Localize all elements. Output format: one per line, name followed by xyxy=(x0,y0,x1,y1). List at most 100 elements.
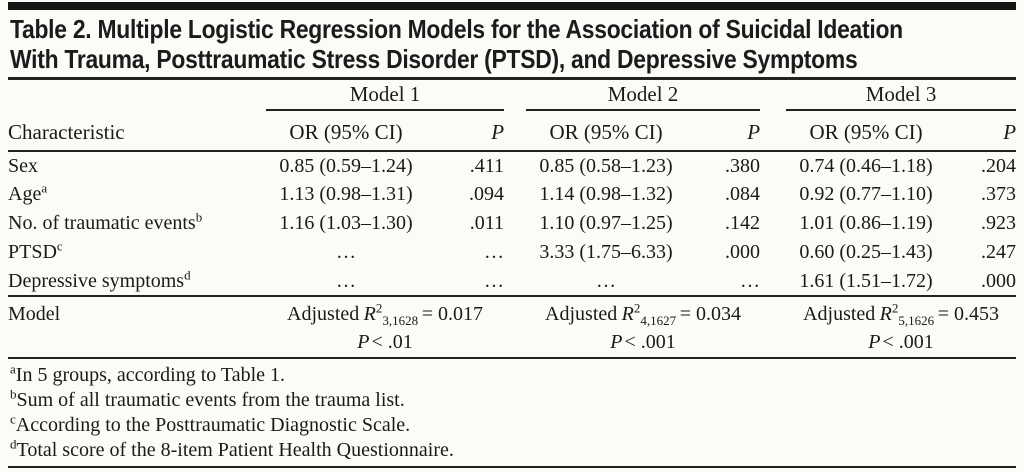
footnote-text: In 5 groups, according to Table 1. xyxy=(15,364,286,386)
group-gap xyxy=(760,238,786,267)
ptsd-m3-or-value: 0.60 (0.25–1.43) xyxy=(799,241,933,263)
row-label: No. of traumatic eventsb xyxy=(8,209,203,234)
footnote-ref: c xyxy=(56,238,63,254)
footnote-text: Total score of the 8-item Patient Health… xyxy=(16,439,454,461)
m3-or-ci-header: OR (95% CI) xyxy=(786,110,947,152)
row-label: Agea xyxy=(8,180,48,205)
group-gap xyxy=(504,180,526,209)
depressive-m3-or-value: 1.61 (1.51–1.72) xyxy=(786,267,947,297)
footnote-ref: a xyxy=(41,180,48,196)
depressive-m1-p-value: … xyxy=(426,267,505,297)
model-header-spacer xyxy=(8,80,266,110)
group-gap xyxy=(504,296,527,359)
ptsd-m1-or-value: … xyxy=(336,241,356,263)
age-m1-p-value: .094 xyxy=(469,183,505,205)
footnote-marker: c xyxy=(10,411,16,427)
events-m1-p-value: .011 xyxy=(469,212,505,234)
model-3-adjusted-r2: Adjusted R25,1626 = 0.453 xyxy=(803,300,1000,328)
row-label: Sex xyxy=(8,154,38,177)
group-gap xyxy=(504,110,527,152)
model-2-adjusted-r2: Adjusted R24,1627 = 0.034 xyxy=(545,300,741,328)
sex-m3-p-value: .204 xyxy=(981,154,1017,177)
table-title: Table 2. Multiple Logistic Regression Mo… xyxy=(10,14,1016,74)
group-gap xyxy=(504,80,526,110)
events-m2-p-value: .142 xyxy=(725,212,761,234)
bottom-thin-rule xyxy=(8,466,1016,468)
table-row-sex: Sex 0.85 (0.59–1.24) .411 0.85 (0.58–1.2… xyxy=(8,151,1016,180)
group-gap xyxy=(760,267,787,297)
events-m3-or-value: 1.01 (0.86–1.19) xyxy=(799,212,933,234)
sex-m2-or-value: 0.85 (0.58–1.23) xyxy=(539,154,673,177)
footnote-text: According to the Posttraumatic Diagnosti… xyxy=(15,414,411,436)
age-m2-or-value: 1.14 (0.98–1.32) xyxy=(539,183,673,205)
sex-m1-p-value: .411 xyxy=(469,154,505,177)
group-gap xyxy=(760,110,787,152)
footnote-d: dTotal score of the 8-item Patient Healt… xyxy=(10,436,1016,463)
model-1-adjusted-r2: Adjusted R23,1628 = 0.017 xyxy=(287,300,483,328)
group-gap xyxy=(760,180,786,209)
model-summary-label: Model xyxy=(8,296,266,359)
model-2-p-threshold: P < .001 xyxy=(610,331,676,353)
age-m3-p-value: .373 xyxy=(981,183,1017,205)
group-gap xyxy=(760,296,787,359)
characteristic-header: Characteristic xyxy=(8,110,266,152)
group-gap xyxy=(760,151,786,180)
footnote-b: bSum of all traumatic events from the tr… xyxy=(10,386,1016,413)
model-2-summary: Adjusted R24,1627 = 0.034 P < .001 xyxy=(526,296,761,359)
age-m2-p-value: .084 xyxy=(725,183,761,205)
footnote-c: cAccording to the Posttraumatic Diagnost… xyxy=(10,411,1016,438)
events-m1-or-value: 1.16 (1.03–1.30) xyxy=(279,212,413,234)
ptsd-m2-or-value: 3.33 (1.75–6.33) xyxy=(539,241,673,263)
model-1-summary: Adjusted R23,1628 = 0.017 P < .01 xyxy=(266,296,505,359)
footnote-ref: d xyxy=(184,266,191,282)
model-3-p-threshold: P < .001 xyxy=(868,331,934,353)
depressive-m1-or-value: … xyxy=(266,267,426,297)
table-title-line-2: With Trauma, Posttraumatic Stress Disord… xyxy=(10,44,858,74)
model-1-header: Model 1 xyxy=(266,80,505,111)
age-m3-or-value: 0.92 (0.77–1.10) xyxy=(799,183,933,205)
group-gap xyxy=(504,209,526,238)
sex-m3-or-value: 0.74 (0.46–1.18) xyxy=(799,154,933,177)
footnote-text: Sum of all traumatic events from the tra… xyxy=(16,389,405,411)
ptsd-m3-p-value: .247 xyxy=(981,241,1017,263)
ptsd-m2-p-value: .000 xyxy=(725,241,761,263)
footnote-marker: b xyxy=(10,386,17,402)
footnote-marker: a xyxy=(10,361,16,377)
footnote-marker: d xyxy=(10,436,17,452)
group-gap xyxy=(504,267,527,297)
m2-p-header: P xyxy=(686,110,761,152)
depressive-m2-p-value: … xyxy=(686,267,761,297)
group-gap xyxy=(760,209,786,238)
model-header-row: Model 1 Model 2 Model 3 xyxy=(8,80,1017,111)
model-summary-row: Model Adjusted R23,1628 = 0.017 P < .01 Adj… xyxy=(8,296,1017,359)
events-m2-or-value: 1.10 (0.97–1.25) xyxy=(539,212,673,234)
row-label: PTSDc xyxy=(8,238,63,263)
sex-m2-p-value: .380 xyxy=(725,154,761,177)
m2-or-ci-header: OR (95% CI) xyxy=(526,110,687,152)
footnote-ref: b xyxy=(195,209,203,225)
column-header-row: Characteristic OR (95% CI) P OR (95% CI)… xyxy=(8,110,1017,152)
depressive-m3-p-value: .000 xyxy=(946,267,1017,297)
table-row-depressive-symptoms: Depressive symptomsd … … … … 1.61 (1.51–… xyxy=(8,266,1017,297)
table-top-bar xyxy=(8,2,1016,10)
model-3-header: Model 3 xyxy=(786,80,1017,111)
model-3-summary: Adjusted R25,1626 = 0.453 P < .001 xyxy=(786,296,1017,359)
group-gap xyxy=(760,80,786,110)
table-title-line-1: Table 2. Multiple Logistic Regression Mo… xyxy=(10,14,903,44)
table-row-ptsd: PTSDc … … 3.33 (1.75–6.33) .000 0.60 (0.… xyxy=(8,238,1016,267)
group-gap xyxy=(504,238,526,267)
table-row-traumatic-events: No. of traumatic eventsb 1.16 (1.03–1.30… xyxy=(8,209,1016,238)
title-divider-rule xyxy=(8,77,1016,80)
model-2-header: Model 2 xyxy=(526,80,761,111)
m3-p-header: P xyxy=(946,110,1017,152)
m1-p-header: P xyxy=(426,110,505,152)
m1-or-ci-header: OR (95% CI) xyxy=(266,110,426,152)
footnotes-block: aIn 5 groups, according to Table 1. bSum… xyxy=(10,361,1016,463)
depressive-m2-or-value: … xyxy=(526,267,687,297)
row-label: Depressive symptomsd xyxy=(8,266,266,297)
footnote-a: aIn 5 groups, according to Table 1. xyxy=(10,361,1016,388)
model-1-p-threshold: P < .01 xyxy=(357,331,413,353)
age-m1-or-value: 1.13 (0.98–1.31) xyxy=(279,183,413,205)
sex-m1-or-value: 0.85 (0.59–1.24) xyxy=(279,154,413,177)
table-row-age: Agea 1.13 (0.98–1.31) .094 1.14 (0.98–1.… xyxy=(8,180,1016,209)
